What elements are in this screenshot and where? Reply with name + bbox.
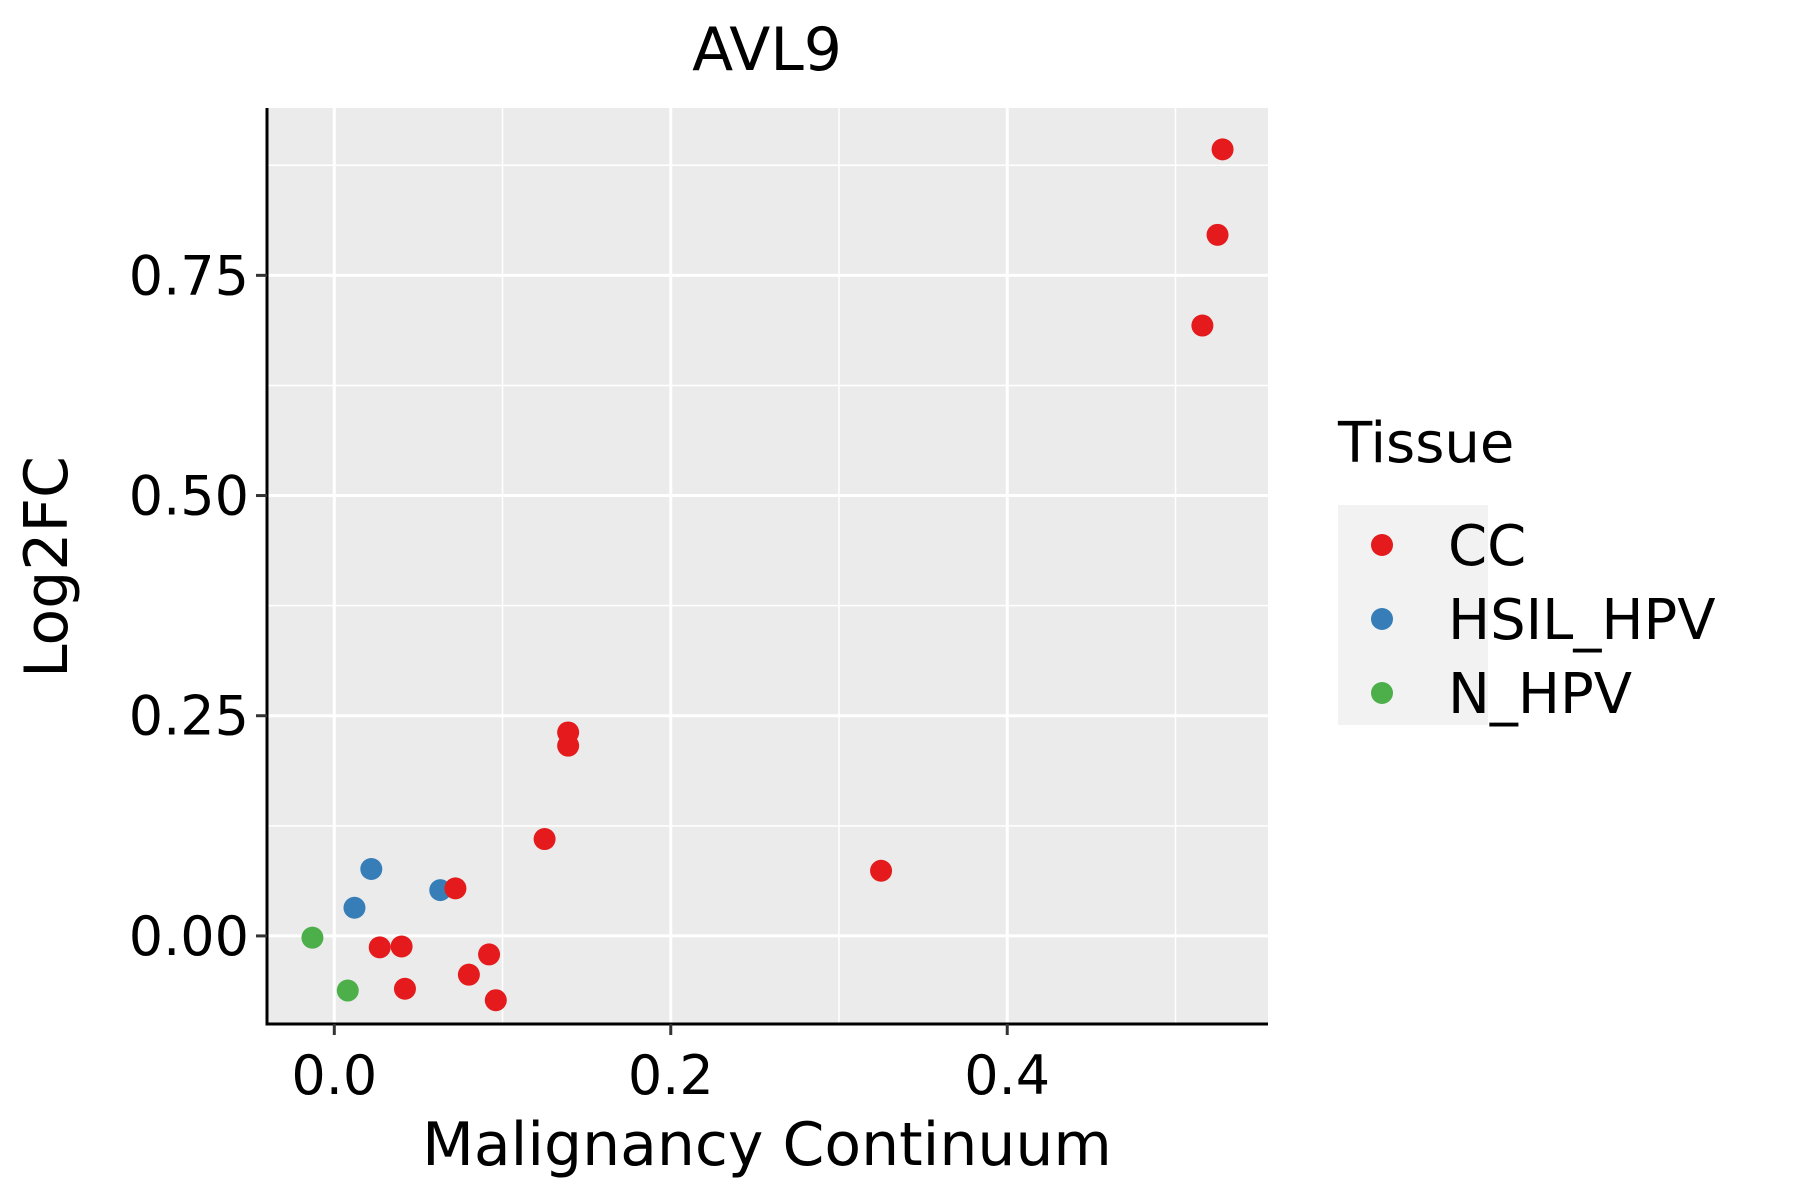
axes: 0.0 0.2 0.4 0.00 0.25 0.50 0.75 (129, 108, 1268, 1107)
x-tick-label: 0.2 (628, 1044, 714, 1107)
legend-label: N_HPV (1448, 662, 1632, 727)
x-axis-title: Malignancy Continuum (422, 1110, 1112, 1180)
data-point-cc (870, 859, 893, 882)
legend-key-cc (1371, 534, 1393, 556)
y-axis-title: Log2FC (12, 456, 82, 678)
legend-key-n-hpv (1371, 682, 1393, 704)
y-tick-label: 0.50 (129, 465, 249, 528)
data-point-cc (1206, 223, 1229, 246)
legend-label: CC (1448, 514, 1526, 579)
data-point-cc (1191, 314, 1214, 337)
data-point-hsil-hpv (360, 857, 383, 880)
legend-label: HSIL_HPV (1448, 588, 1716, 653)
data-point-n-hpv (336, 979, 359, 1002)
data-points (301, 138, 1234, 1012)
data-point-n-hpv (301, 926, 324, 949)
legend-key-hsil-hpv (1371, 608, 1393, 630)
data-point-cc (393, 977, 416, 1000)
plot-panel (267, 108, 1268, 1024)
x-tick-label: 0.4 (964, 1044, 1050, 1107)
data-point-cc (533, 828, 556, 851)
data-point-hsil-hpv (343, 896, 366, 919)
y-tick-label: 0.75 (129, 244, 249, 307)
y-tick-label: 0.00 (129, 905, 249, 968)
legend-title: Tissue (1337, 411, 1514, 476)
data-point-cc (390, 935, 413, 958)
y-tick-label: 0.25 (129, 685, 249, 748)
data-point-cc (478, 943, 501, 966)
chart-title: AVL9 (692, 15, 842, 85)
data-point-cc (457, 963, 480, 986)
data-point-cc (368, 936, 391, 959)
legend: Tissue CC HSIL_HPV N_HPV (1337, 411, 1716, 727)
data-point-cc (484, 989, 507, 1012)
data-point-cc (1211, 138, 1234, 161)
legend-entries: CC HSIL_HPV N_HPV (1371, 514, 1716, 727)
data-point-cc (557, 734, 580, 757)
data-point-cc (444, 877, 467, 900)
x-tick-label: 0.0 (291, 1044, 377, 1107)
panel-background (267, 108, 1268, 1024)
legend-key-background (1338, 505, 1488, 725)
